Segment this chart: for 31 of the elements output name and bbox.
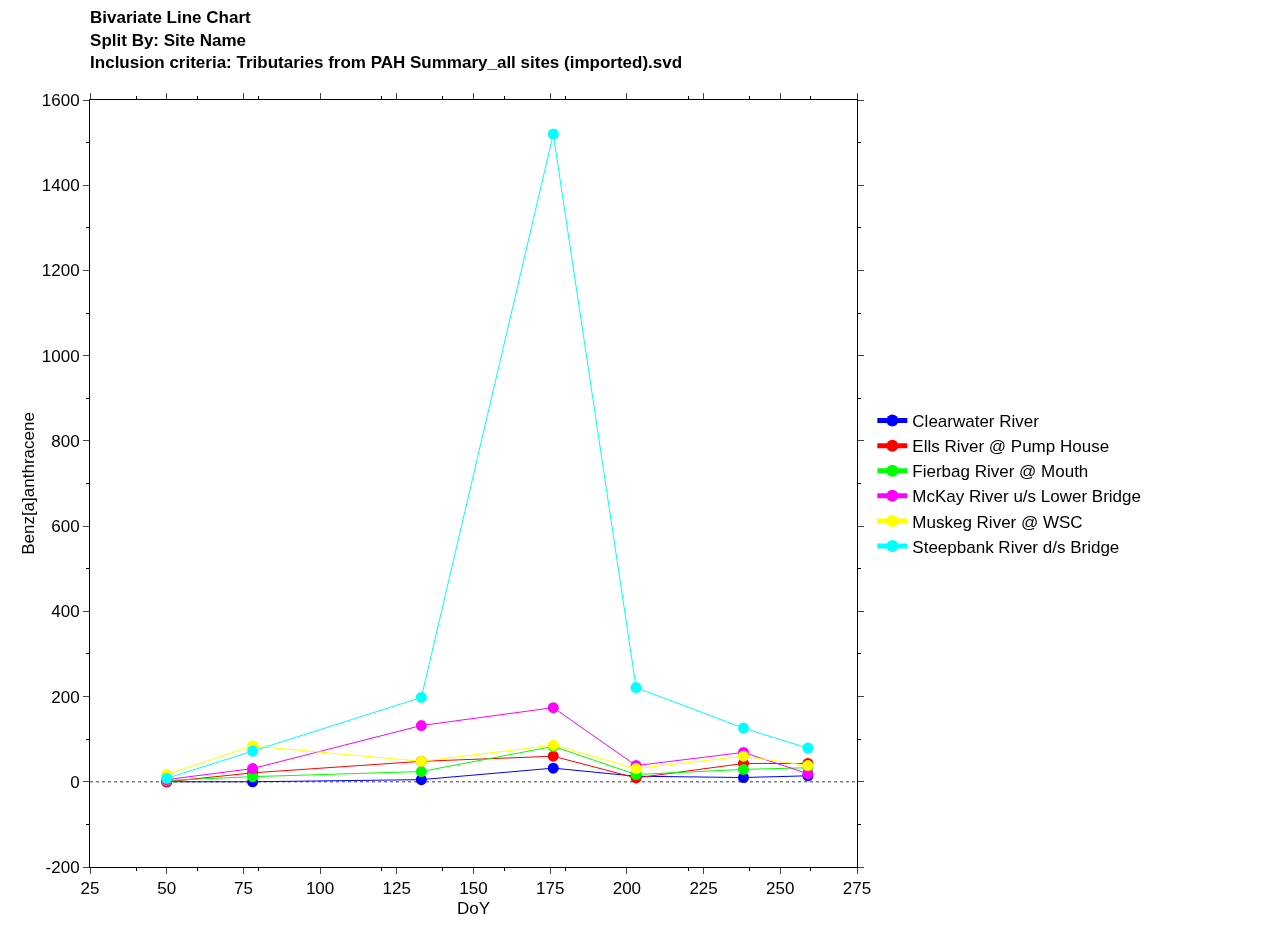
- x-tick-label: 275: [842, 879, 872, 899]
- x-tick-label: 75: [233, 879, 253, 899]
- y-tick-label: 200: [51, 687, 80, 707]
- legend-label: Clearwater River: [912, 412, 1040, 432]
- chart-title: Bivariate Line Chart: [90, 8, 252, 28]
- legend-label: Fierbag River @ Mouth: [912, 462, 1089, 482]
- y-tick-label: 600: [51, 517, 80, 537]
- x-tick-label: 100: [305, 879, 335, 899]
- y-tick-label: 0: [70, 772, 80, 792]
- x-tick-label: 175: [536, 879, 565, 899]
- y-tick-label: -200: [45, 857, 80, 877]
- legend-label: Ells River @ Pump House: [912, 437, 1110, 457]
- x-tick-label: 50: [157, 879, 177, 899]
- legend-label: Steepbank River d/s Bridge: [912, 537, 1120, 557]
- legend-label: Muskeg River @ WSC: [912, 512, 1083, 532]
- x-tick-label: 250: [766, 879, 795, 899]
- y-axis-title: Benz[a]anthracene: [19, 412, 39, 555]
- y-tick-label: 1400: [41, 176, 80, 196]
- y-tick-label: 1600: [41, 90, 80, 110]
- y-tick-label: 400: [51, 602, 80, 622]
- x-axis-title: DoY: [456, 898, 491, 918]
- x-tick-label: 25: [80, 879, 100, 899]
- chart-subtitle: Split By: Site Name Inclusion criteria: Tributaries from PAH Summary_all sites (imported).svd: [90, 30, 683, 72]
- y-tick-label: 1200: [41, 261, 80, 281]
- legend-label: McKay River u/s Lower Bridge: [912, 487, 1141, 507]
- x-tick-label: 150: [459, 879, 488, 899]
- y-tick-label: 1000: [41, 346, 80, 366]
- x-tick-label: 225: [689, 879, 718, 899]
- x-tick-label: 125: [382, 879, 411, 899]
- y-tick-label: 800: [51, 431, 80, 451]
- x-tick-label: 200: [612, 879, 642, 899]
